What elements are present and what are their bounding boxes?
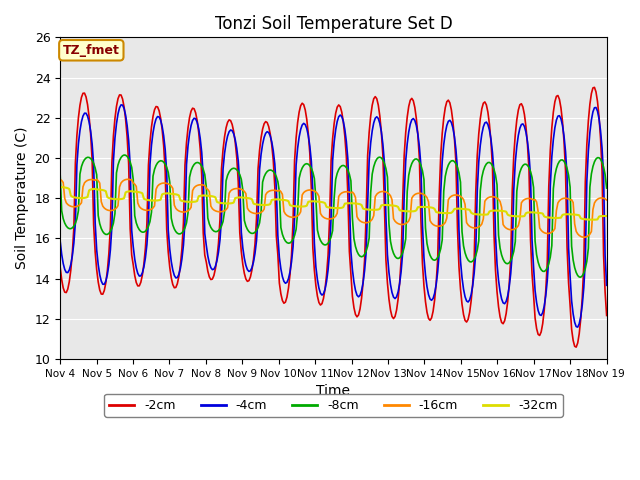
-4cm [125,138,132,144]
Title: Tonzi Soil Temperature Set D: Tonzi Soil Temperature Set D [214,15,452,33]
-16cm [239,187,246,193]
-32cm [246,196,254,202]
-8cm [120,152,128,158]
-8cm [248,230,256,236]
-32cm [56,184,64,190]
-32cm [603,213,611,219]
-16cm [221,208,228,214]
-16cm [297,209,305,215]
-2cm [591,84,598,90]
-32cm [219,200,227,206]
Line: -4cm: -4cm [60,105,607,327]
-32cm [295,204,303,209]
-32cm [589,217,596,223]
-8cm [297,169,305,175]
-4cm [248,265,256,271]
Legend: -2cm, -4cm, -8cm, -16cm, -32cm: -2cm, -4cm, -8cm, -16cm, -32cm [104,394,563,417]
-8cm [221,209,228,215]
Line: -8cm: -8cm [60,155,607,277]
X-axis label: Time: Time [316,384,350,398]
-8cm [125,156,132,161]
-32cm [237,194,245,200]
-16cm [248,210,256,216]
Line: -16cm: -16cm [60,180,607,237]
-2cm [124,134,131,140]
-16cm [93,177,100,182]
-16cm [574,231,582,237]
-16cm [580,234,588,240]
-4cm [117,102,125,108]
Line: -32cm: -32cm [60,187,607,220]
-4cm [221,150,228,156]
-2cm [246,274,254,280]
-2cm [572,344,580,350]
Text: TZ_fmet: TZ_fmet [63,44,120,57]
-4cm [56,238,64,244]
-16cm [56,177,64,182]
-8cm [574,273,582,278]
-2cm [603,312,611,318]
-4cm [574,324,582,330]
-8cm [56,171,64,177]
-2cm [237,249,245,254]
-4cm [575,321,583,327]
-16cm [603,197,611,203]
-2cm [56,264,64,270]
-8cm [603,185,611,191]
-4cm [297,127,305,132]
-2cm [295,109,303,115]
-2cm [574,340,582,346]
-16cm [125,177,132,182]
Line: -2cm: -2cm [60,87,607,347]
Y-axis label: Soil Temperature (C): Soil Temperature (C) [15,127,29,269]
-32cm [124,189,131,194]
-8cm [577,274,584,280]
-32cm [572,212,580,217]
-2cm [219,147,227,153]
-4cm [603,282,611,288]
-8cm [239,187,246,193]
-4cm [239,245,246,251]
